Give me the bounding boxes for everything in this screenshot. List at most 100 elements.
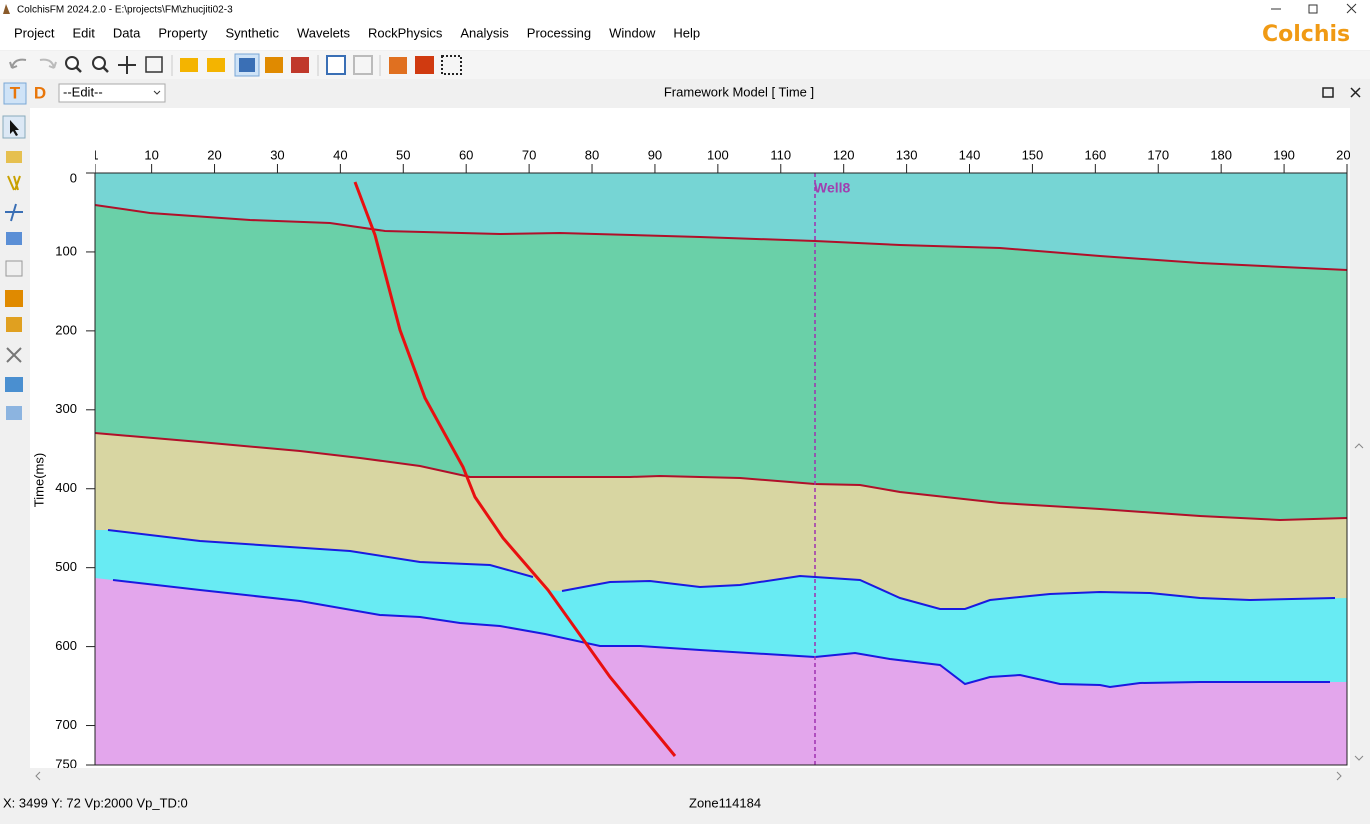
cross-tool[interactable] [5,203,23,222]
menu-item[interactable]: RockPhysics [368,25,443,40]
redo-button[interactable] [39,58,57,69]
menu-item[interactable]: Property [158,25,208,40]
y-tick-label: 0 [70,170,77,185]
status-zone: Zone114184 [689,795,761,810]
x-axis: 1 10 20 30 40 50 60 70 80 90 100 110 120 130 140 150 160… [91,147,1358,173]
dropdown-arrow [153,90,161,95]
surface-tool[interactable] [6,232,22,245]
model-section: Well8 [94,172,1348,766]
menu-item[interactable]: Processing [527,25,591,40]
split-button[interactable] [326,55,346,75]
paint-tool[interactable] [6,317,22,332]
image-tool[interactable] [5,377,23,392]
x-tick-label: 60 [459,147,473,162]
status-coords: X: 3499 Y: 72 Vp:2000 Vp_TD:0 [3,795,188,810]
x-tick-label: 80 [585,147,599,162]
pink-layer [95,578,1347,765]
x-tick-label: 10 [144,147,158,162]
layer-button[interactable] [180,58,198,72]
x-tick-label: 200 [1336,147,1358,162]
zoom-out-handle [102,66,109,73]
x-tick-label: 30 [270,147,284,162]
x-tick-label: 180 [1210,147,1232,162]
x-axis-clip: 1 10 20 30 40 50 60 70 80 90 100 110 120 130 140 150 160… [91,147,1358,173]
panel-header [0,81,1370,105]
toolbar-icons [9,53,462,77]
depth-icon [239,58,255,72]
horizon-2 [94,432,1348,522]
horizon-3-right [561,574,1336,610]
zoom-in-button[interactable] [65,56,79,70]
y-tick-label: 200 [55,322,77,337]
horizon-1 [94,204,1348,271]
menu-item[interactable]: Wavelets [297,25,350,40]
menu-item[interactable]: Data [113,25,141,40]
vertical-scrollbar[interactable] [1350,108,1370,768]
menu-item[interactable]: Analysis [460,25,509,40]
menu-item[interactable]: Help [673,25,700,40]
menu-item[interactable]: Project [14,25,55,40]
grid-button[interactable] [265,57,283,73]
fit-button[interactable] [145,56,163,73]
horizon-3-left [107,529,534,578]
velocity-button[interactable] [389,57,407,74]
depth-mode-button[interactable]: D [34,83,46,102]
y-tick-label: 300 [55,401,77,416]
panel-close[interactable] [1350,87,1361,98]
panel-title: Framework Model [ Time ] [664,84,814,99]
restore-button[interactable] [1308,4,1318,14]
window-title: ColchisFM 2024.2.0 - E:\projects\FM\zhuc… [17,5,233,16]
y-tick-label: 600 [55,638,77,653]
split-disabled-button[interactable] [353,55,373,75]
undo-button[interactable] [9,58,27,69]
fault-tool[interactable] [7,175,21,191]
label-button[interactable] [207,58,225,72]
x-tick-label: 120 [833,147,855,162]
x-tick-label: 150 [1022,147,1044,162]
menu-item[interactable]: Synthetic [225,25,279,40]
color-grid-button[interactable] [415,56,434,74]
menu-item[interactable]: Window [609,25,656,40]
x-tick-label: 140 [959,147,981,162]
close-button[interactable] [1346,3,1357,14]
y-tick-label: 750 [55,756,77,771]
pan-button[interactable] [118,56,136,74]
arrow-icon [10,120,19,136]
y-axis: 0 100 200 300 400 500 600 700 750 [55,170,95,771]
x-tick-label: 40 [333,147,347,162]
toolbar [0,51,1370,79]
horizon-4 [112,579,1330,689]
delete-tool[interactable] [6,347,22,363]
time-mode-icon: T [10,83,21,102]
y-tick-label: 500 [55,559,77,574]
left-toolbar [2,115,26,420]
x-tick-label: 50 [396,147,410,162]
scroll-arrows [35,771,1342,781]
layers-tool[interactable] [6,406,22,420]
zoom-out-button[interactable] [92,56,106,70]
status-bar [0,790,1370,818]
dot-grid-button[interactable] [441,55,462,75]
panel-maximize[interactable] [1322,87,1334,98]
horizon-tool[interactable] [6,151,22,163]
grid-tool[interactable] [5,260,23,277]
menu: Project Edit Data Property Synthetic Wavelets… [14,25,700,40]
plot-frame [94,172,1348,766]
horizontal-scrollbar[interactable] [30,768,1350,784]
x-tick-label: 130 [896,147,918,162]
time-mode-button[interactable] [3,82,27,105]
zoom-in-handle [75,66,82,73]
edit-dropdown[interactable] [58,83,166,103]
y-tick-label: 400 [55,480,77,495]
menu-bar [0,20,1370,50]
title-bar [0,0,1370,20]
label-grid-button[interactable] [291,57,309,73]
x-tick-label: 1 [91,147,98,162]
x-tick-label: 110 [770,147,791,162]
app-icon [3,4,10,14]
y-axis-label: Time(ms) [31,453,46,507]
edit-tool[interactable] [5,290,23,307]
menu-item[interactable]: Edit [72,25,95,40]
x-tick-label: 160 [1084,147,1106,162]
